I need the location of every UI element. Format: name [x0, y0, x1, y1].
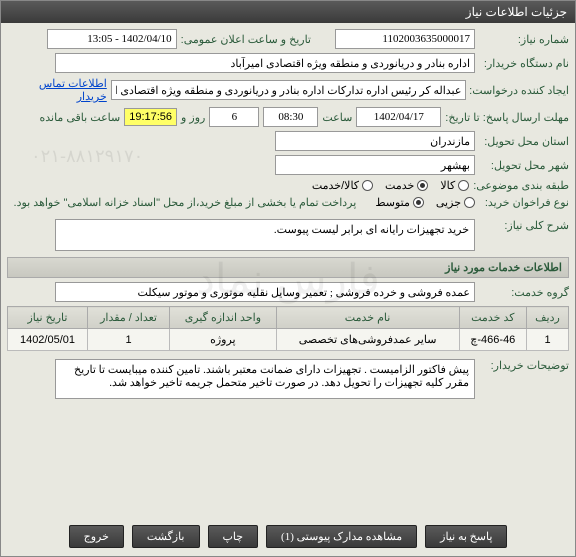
th-date: تاریخ نیاز: [8, 307, 88, 329]
services-section-header: اطلاعات خدمات مورد نیاز: [7, 257, 569, 278]
days-label: روز و: [181, 111, 205, 124]
radio-kala-label: کالا: [440, 179, 455, 192]
buyer-org-label: نام دستگاه خریدار:: [479, 57, 569, 70]
cell-name: سایر عمدفروشی‌های تخصصی: [276, 329, 459, 351]
city-field: [275, 155, 475, 175]
city-label: شهر محل تحویل:: [479, 159, 569, 172]
content-area: شماره نیاز: تاریخ و ساعت اعلان عمومی: نا…: [1, 23, 575, 409]
radio-khedmat-label: خدمت: [385, 179, 414, 192]
cell-date: 1402/05/01: [8, 329, 88, 351]
back-button[interactable]: بازگشت: [132, 525, 200, 548]
need-number-label: شماره نیاز:: [479, 33, 569, 46]
public-date-field: [47, 29, 177, 49]
radio-dot-icon: [464, 197, 475, 208]
footer-buttons: پاسخ به نیاز مشاهده مدارک پیوستی (1) چاپ…: [1, 525, 575, 548]
radio-dot-icon: [413, 197, 424, 208]
countdown-badge: 19:17:56: [124, 108, 177, 126]
purchase-note: پرداخت تمام یا بخشی از مبلغ خرید،از محل …: [14, 196, 357, 209]
buyer-notes-label: توضیحات خریدار:: [479, 359, 569, 372]
cell-qty: 1: [87, 329, 169, 351]
radio-motavaset-label: متوسط: [375, 196, 410, 209]
contact-link[interactable]: اطلاعات تماس خریدار: [7, 77, 107, 103]
radio-khedmat[interactable]: خدمت: [385, 179, 428, 192]
cell-code: 466-46-چ: [459, 329, 526, 351]
table-row[interactable]: 1 466-46-چ سایر عمدفروشی‌های تخصصی پروژه…: [8, 329, 569, 351]
category-label: طبقه بندی موضوعی:: [473, 179, 569, 192]
radio-both-label: کالا/خدمت: [312, 179, 359, 192]
need-number-field: [335, 29, 475, 49]
radio-kala[interactable]: کالا: [440, 179, 469, 192]
cell-row: 1: [527, 329, 569, 351]
radio-jozi[interactable]: جزیی: [436, 196, 475, 209]
th-unit: واحد اندازه گیری: [170, 307, 276, 329]
radio-motavaset[interactable]: متوسط: [375, 196, 424, 209]
radio-dot-icon: [458, 180, 469, 191]
requester-label: ایجاد کننده درخواست:: [470, 84, 569, 97]
requester-field: [111, 80, 467, 100]
remaining-label: ساعت باقی مانده: [39, 111, 120, 124]
province-label: استان محل تحویل:: [479, 135, 569, 148]
public-date-label: تاریخ و ساعت اعلان عمومی:: [181, 33, 311, 46]
th-name: نام خدمت: [276, 307, 459, 329]
buyer-notes-textarea[interactable]: [55, 359, 475, 399]
purchase-type-label: نوع فراخوان خرید:: [479, 196, 569, 209]
desc-textarea[interactable]: [55, 219, 475, 251]
days-count-field: [209, 107, 259, 127]
service-group-field: [55, 282, 475, 302]
print-button[interactable]: چاپ: [208, 525, 259, 548]
desc-label: شرح کلی نیاز:: [479, 219, 569, 232]
radio-dot-icon: [362, 180, 373, 191]
radio-both[interactable]: کالا/خدمت: [312, 179, 373, 192]
attachments-button[interactable]: مشاهده مدارک پیوستی (1): [266, 525, 417, 548]
respond-button[interactable]: پاسخ به نیاز: [425, 525, 507, 548]
radio-dot-icon: [417, 180, 428, 191]
cell-unit: پروژه: [170, 329, 276, 351]
time-label: ساعت: [322, 111, 352, 124]
exit-button[interactable]: خروج: [69, 525, 124, 548]
deadline-date-field: [356, 107, 441, 127]
window-titlebar: جزئیات اطلاعات نیاز: [1, 1, 575, 23]
th-qty: تعداد / مقدار: [87, 307, 169, 329]
th-row: ردیف: [527, 307, 569, 329]
main-window: جزئیات اطلاعات نیاز شماره نیاز: تاریخ و …: [0, 0, 576, 557]
window-title: جزئیات اطلاعات نیاز: [466, 5, 567, 19]
province-field: [275, 131, 475, 151]
buyer-org-field: [55, 53, 475, 73]
th-code: کد خدمت: [459, 307, 526, 329]
deadline-label: مهلت ارسال پاسخ: تا تاریخ:: [445, 111, 569, 124]
deadline-time-field: [263, 107, 318, 127]
radio-jozi-label: جزیی: [436, 196, 461, 209]
services-table: ردیف کد خدمت نام خدمت واحد اندازه گیری ت…: [7, 306, 569, 351]
service-group-label: گروه خدمت:: [479, 286, 569, 299]
purchase-radio-group: جزیی متوسط: [375, 196, 475, 209]
category-radio-group: کالا خدمت کالا/خدمت: [312, 179, 469, 192]
